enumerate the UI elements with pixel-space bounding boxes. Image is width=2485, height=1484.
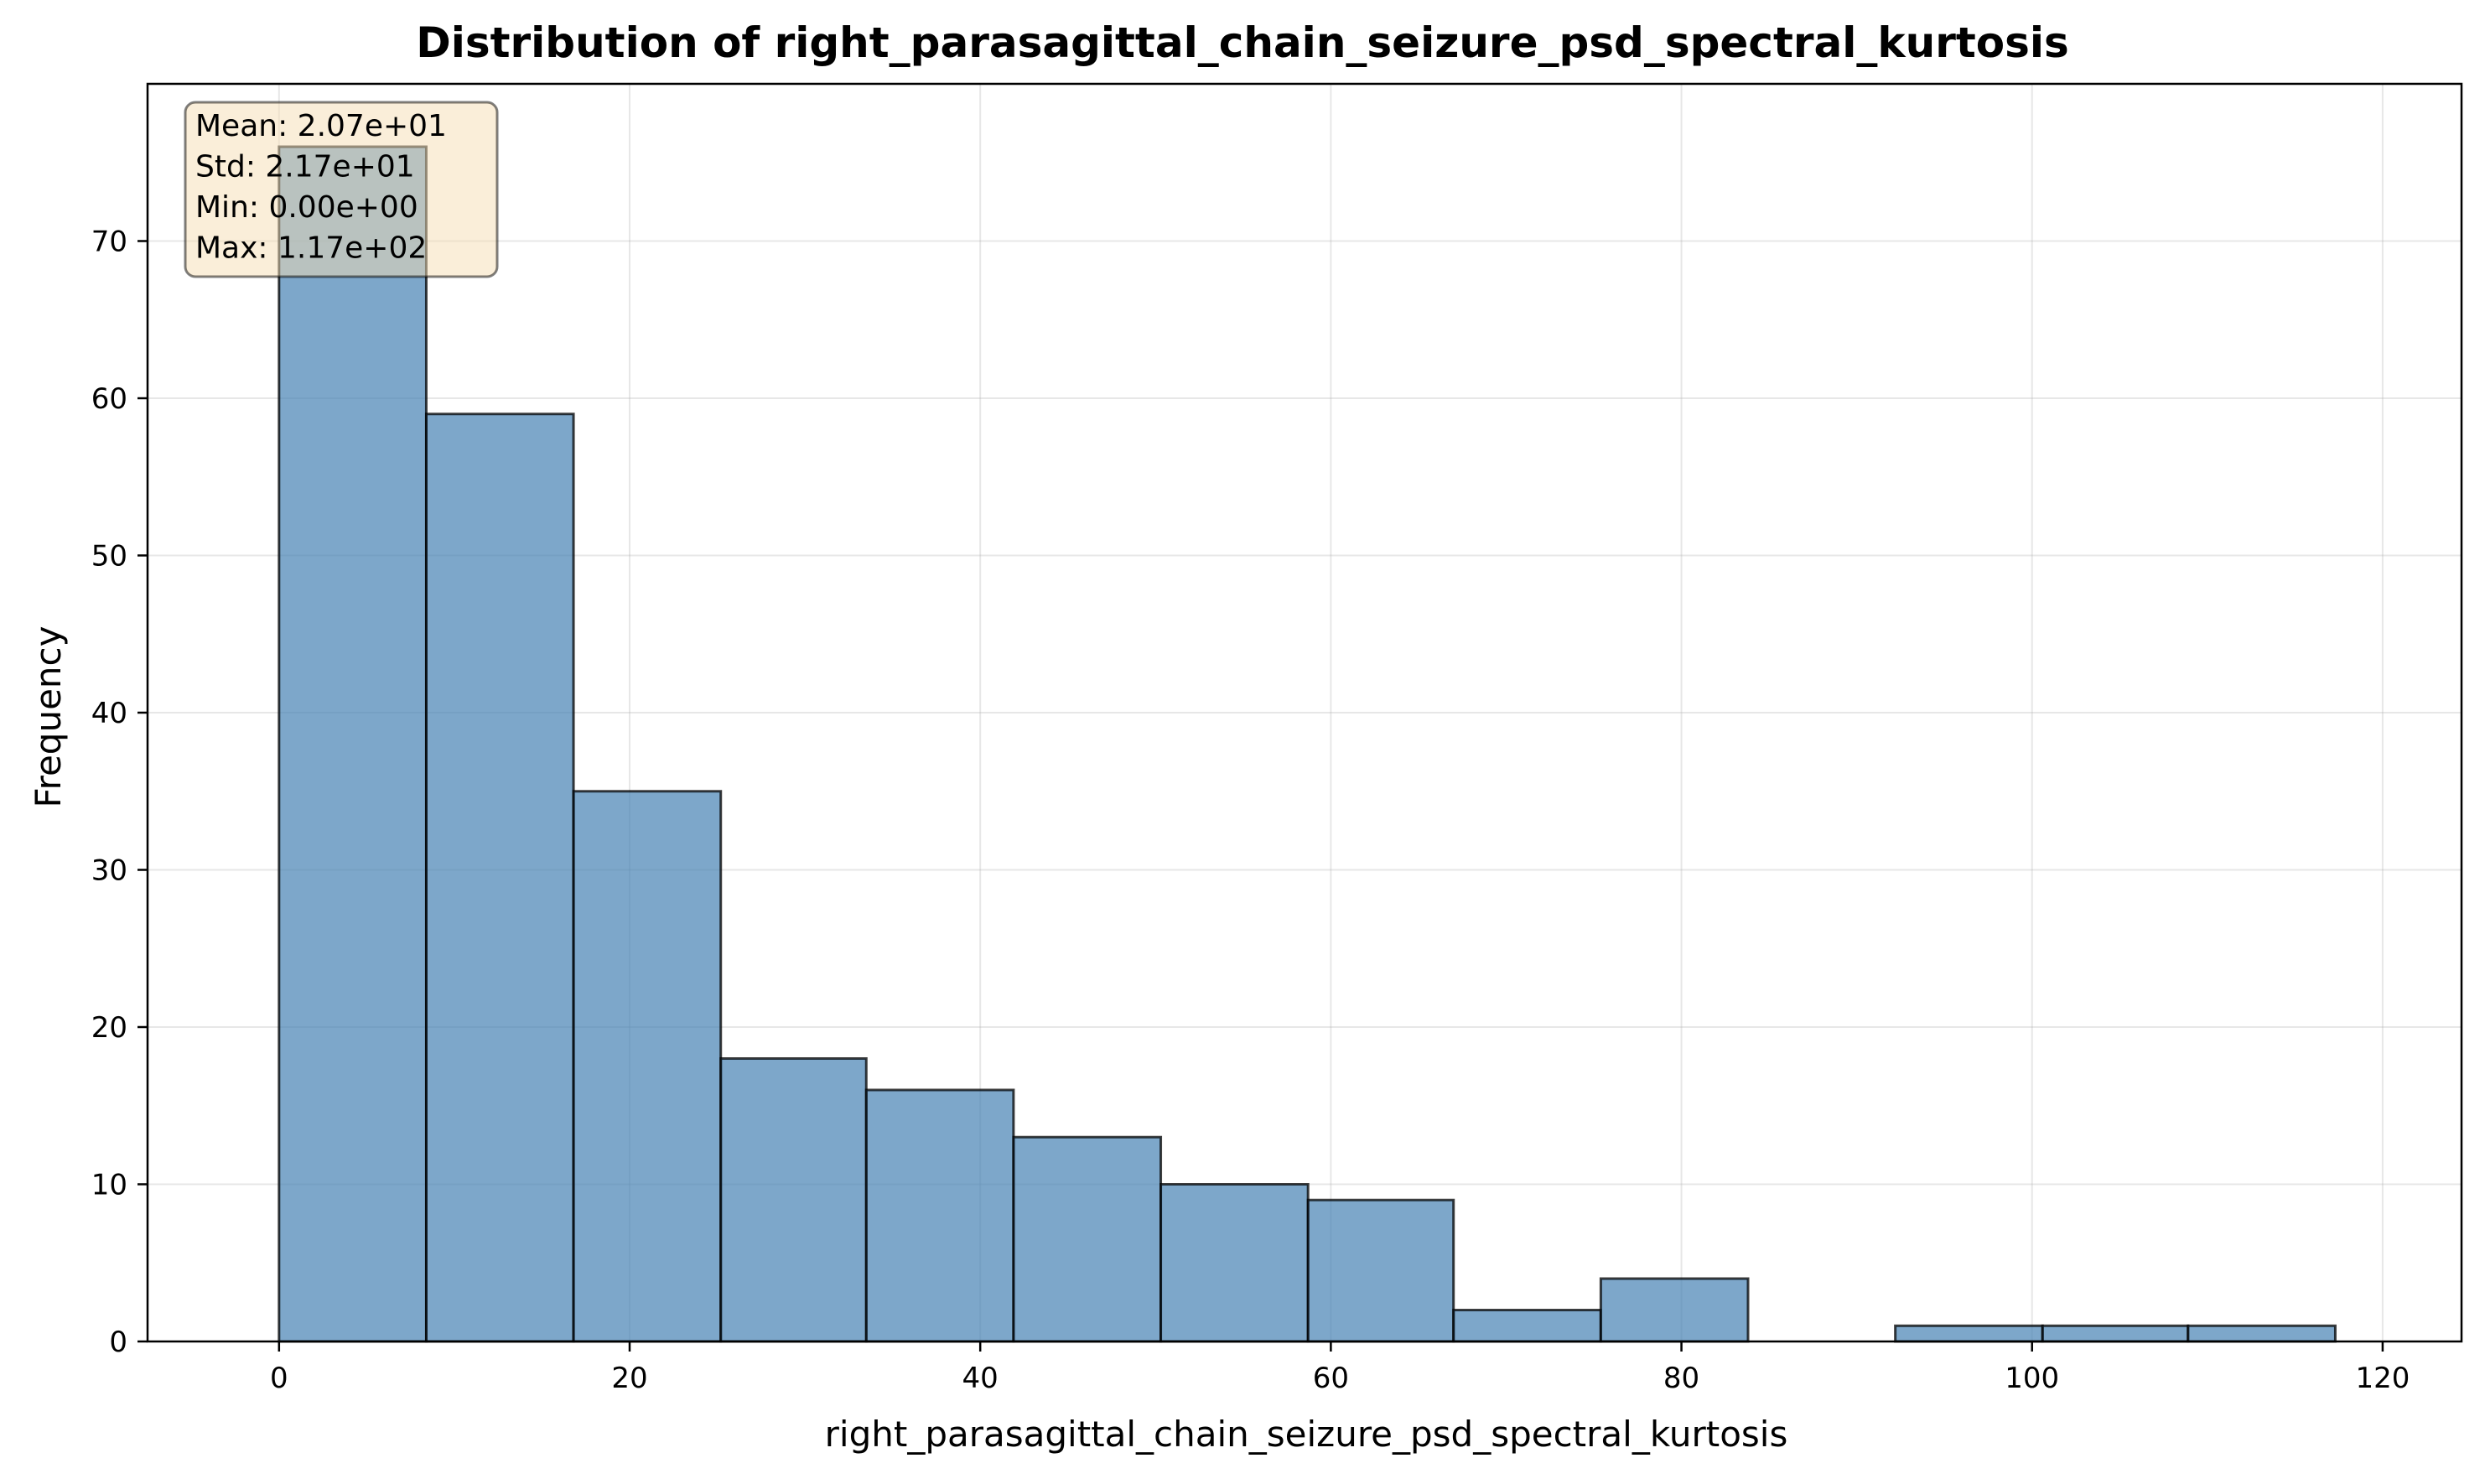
y-tick-label: 0 — [109, 1326, 127, 1359]
stats-box: Mean: 2.07e+01 Std: 2.17e+01 Min: 0.00e+00… — [184, 101, 499, 278]
x-tick-label: 60 — [1313, 1362, 1349, 1395]
y-tick-label: 30 — [91, 854, 127, 888]
y-tick-label: 50 — [91, 540, 127, 573]
histogram-bar — [572, 790, 723, 1343]
y-tick-label: 10 — [91, 1169, 127, 1202]
stats-line: Max: 1.17e+02 — [195, 231, 427, 266]
histogram-bar — [2187, 1324, 2337, 1343]
histogram-bar — [1452, 1309, 1602, 1343]
histogram-bar — [1599, 1277, 1750, 1343]
stats-box-background — [184, 101, 499, 278]
y-tick-label: 20 — [91, 1011, 127, 1045]
histogram-bar — [719, 1057, 868, 1343]
histogram-bar — [2041, 1324, 2190, 1343]
chart-title: Distribution of right_parasagittal_chain… — [416, 18, 2069, 67]
histogram-bar — [278, 145, 428, 1343]
stats-line: Std: 2.17e+01 — [195, 150, 415, 184]
stats-line: Min: 0.00e+00 — [195, 190, 418, 225]
stats-line: Mean: 2.07e+01 — [195, 109, 447, 143]
x-tick-label: 40 — [962, 1362, 999, 1395]
x-tick-label: 120 — [2355, 1362, 2410, 1395]
y-tick-label: 40 — [91, 697, 127, 730]
axes: 0 20 40 60 80 100 120 0 10 20 30 40 50 60 70 — [91, 82, 2463, 1395]
bars — [278, 145, 2337, 1343]
x-tick-label: 80 — [1663, 1362, 1699, 1395]
histogram-bar — [1012, 1135, 1163, 1343]
histogram-bar — [864, 1088, 1015, 1343]
y-tick-label: 70 — [91, 226, 127, 259]
x-tick-label: 100 — [2005, 1362, 2059, 1395]
histogram-bar — [1894, 1324, 2044, 1343]
x-tick-label: 0 — [270, 1362, 288, 1395]
x-axis-label: right_parasagittal_chain_seizure_psd_spe… — [825, 1414, 1788, 1455]
y-tick-label: 60 — [91, 382, 127, 416]
histogram-bar — [424, 413, 575, 1343]
histogram-bar — [1159, 1183, 1310, 1343]
x-tick-label: 20 — [611, 1362, 647, 1395]
histogram-bar — [1306, 1198, 1455, 1343]
y-axis-label: Frequency — [28, 626, 69, 808]
